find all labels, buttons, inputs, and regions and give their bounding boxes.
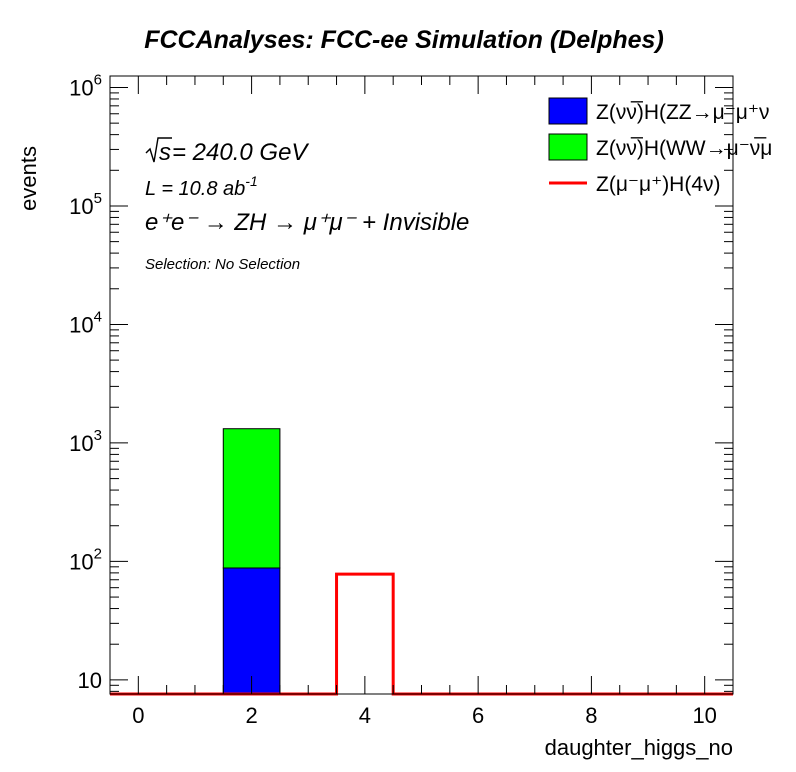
annotation-block: s = 240.0 GeV L = 10.8 ab-1 e⁺e⁻ → ZH → … bbox=[145, 137, 469, 273]
plot-area: 0 2 4 6 8 10 10 102 103 104 105 106 bbox=[69, 71, 734, 728]
y-tick-label: 106 bbox=[69, 71, 102, 100]
sqrt-s-annotation: s = 240.0 GeV bbox=[145, 137, 309, 166]
x-axis-ticks: 0 2 4 6 8 10 bbox=[132, 76, 717, 728]
legend-swatch-1 bbox=[548, 133, 588, 161]
process-annotation: e⁺e⁻ → ZH → μ⁺μ⁻ + Invisible bbox=[145, 209, 469, 236]
luminosity-annotation: L = 10.8 ab-1 bbox=[145, 173, 258, 200]
selection-annotation: Selection: No Selection bbox=[145, 256, 300, 273]
sqrt-symbol-icon bbox=[145, 137, 172, 163]
y-tick-label: 103 bbox=[69, 427, 102, 456]
legend-label-2: Z(μ⁻μ⁺)H(4ν) bbox=[596, 173, 721, 196]
luminosity-text: L = 10.8 ab bbox=[145, 178, 245, 200]
line-series-2 bbox=[110, 572, 733, 696]
y-axis-label: events bbox=[16, 146, 41, 211]
x-axis-label: daughter_higgs_no bbox=[545, 735, 733, 760]
x-tick-label: 0 bbox=[132, 703, 144, 728]
bar-1-0 bbox=[222, 428, 281, 569]
bars-layer bbox=[222, 428, 281, 695]
x-tick-label: 2 bbox=[245, 703, 257, 728]
legend-label-0: Z(νν̅)H(ZZ→μ⁻μ⁺ν bbox=[596, 101, 770, 124]
legend: Z(νν̅)H(ZZ→μ⁻μ⁺ν Z(νν̅)H(WW→μ⁻ν̅μ Z(μ⁻μ⁺)H… bbox=[548, 97, 772, 196]
x-tick-label: 8 bbox=[585, 703, 597, 728]
y-tick-label: 10 bbox=[78, 668, 102, 693]
y-tick-label: 105 bbox=[69, 190, 102, 219]
y-tick-label: 104 bbox=[69, 308, 102, 337]
x-tick-label: 4 bbox=[359, 703, 371, 728]
sqrt-s-symbol: s bbox=[159, 139, 171, 166]
y-tick-label: 102 bbox=[69, 545, 102, 574]
luminosity-superscript: -1 bbox=[245, 173, 257, 189]
x-tick-label: 10 bbox=[692, 703, 716, 728]
chart-title: FCCAnalyses: FCC-ee Simulation (Delphes) bbox=[144, 26, 664, 54]
bar-0-0 bbox=[222, 567, 281, 695]
legend-label-1: Z(νν̅)H(WW→μ⁻ν̅μ bbox=[596, 137, 772, 160]
sqrt-s-value: = 240.0 GeV bbox=[172, 139, 309, 166]
x-tick-label: 6 bbox=[472, 703, 484, 728]
lines-layer bbox=[110, 572, 733, 696]
legend-swatch-0 bbox=[548, 97, 588, 125]
plot-frame bbox=[109, 75, 734, 695]
y-axis-ticks: 10 102 103 104 105 106 bbox=[69, 71, 733, 693]
